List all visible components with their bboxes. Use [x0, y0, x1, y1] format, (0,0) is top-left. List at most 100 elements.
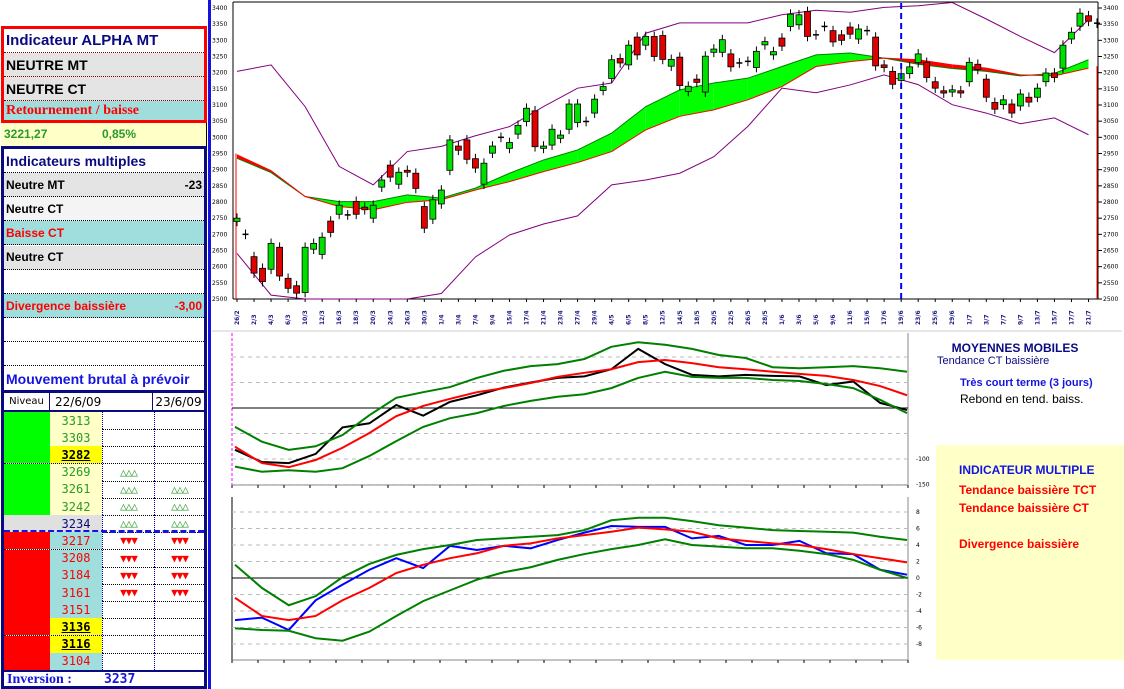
y-tick-left: 3400 [212, 5, 227, 12]
level-zone [4, 601, 50, 619]
y-tick-left: 3050 [212, 118, 227, 125]
y-tick-left: 2900 [212, 167, 227, 174]
candle-body [787, 13, 794, 27]
level-mark-d2 [154, 429, 204, 447]
candle-body [982, 78, 990, 98]
multi-row-value: -3,00 [174, 298, 202, 313]
charts-area: 2500 2500 2550 2550 2600 2600 2650 2650 2700 2700… [212, 1, 1122, 663]
candle-body [276, 246, 283, 277]
osc-multi-y-tick: -2 [916, 592, 922, 599]
x-tick-label: 11/6 [847, 310, 854, 325]
y-tick-left: 2800 [212, 199, 227, 206]
level-value: 3104 [50, 652, 102, 670]
candle-body [1042, 72, 1050, 83]
osc-multi-y-tick: -8 [916, 641, 922, 648]
level-zone [4, 532, 50, 550]
osc-ma-y-tick: -150 [916, 482, 930, 489]
x-tick-label: 21/4 [541, 310, 548, 325]
x-tick-label: 5/6 [813, 314, 820, 325]
candle-body [650, 36, 658, 57]
candle-body [906, 66, 914, 75]
alpha-mt: NEUTRE MT [4, 53, 204, 77]
candle-body [318, 236, 326, 255]
x-tick-label: 4/3 [268, 314, 275, 325]
alpha-ct: NEUTRE CT [4, 77, 204, 101]
level-row: 3242 △△△ △△△ [4, 498, 204, 516]
lower-band-line [236, 74, 1089, 300]
level-mark-d2: ▼▼▼ [154, 532, 204, 550]
x-tick-label: 17/7 [1068, 310, 1075, 325]
candle-body [625, 44, 633, 66]
x-tick-label: 17/6 [881, 310, 888, 325]
candle-body [889, 70, 897, 85]
candle-body [633, 36, 641, 56]
candle-body [855, 28, 862, 40]
level-mark-d2 [154, 446, 204, 464]
level-zone [4, 652, 50, 670]
level-row: 3282 [4, 446, 204, 465]
y-tick-left: 2500 [212, 296, 227, 303]
osc-ma-series-line [234, 347, 908, 465]
x-tick-label: 1/6 [779, 314, 786, 325]
y-tick-left: 3150 [212, 86, 227, 93]
level-value: 3151 [50, 601, 102, 619]
x-tick-label: 9/4 [489, 314, 496, 325]
level-value: 3136 [50, 618, 102, 636]
candle-body [412, 172, 420, 189]
level-row: 3269 △△△ [4, 463, 204, 482]
level-mark-d2: △△△ [154, 498, 204, 515]
multi-row-label: Neutre CT [6, 250, 64, 265]
x-tick-label: 30/3 [421, 310, 428, 325]
candle-body [931, 81, 939, 89]
im-panel: INDICATEUR MULTIPLE Tendance baissière T… [936, 445, 1124, 660]
candle-body [599, 86, 607, 91]
ma-ribbon-segment [577, 133, 612, 163]
ma-slow-line [236, 57, 1089, 211]
x-tick-label: 10/3 [302, 310, 309, 325]
candle-body [1033, 87, 1041, 98]
levels-table: Niveau 22/6/09 23/6/09 3313 3303 3282 32… [1, 390, 207, 689]
y-tick-left: 3100 [212, 102, 227, 109]
multi-row: Baisse CT [4, 221, 204, 246]
mm-trend: Tendance CT baissière [937, 355, 1050, 367]
candle-body [591, 98, 599, 114]
candle-body [838, 34, 845, 41]
multi-title: Indicateurs multiples [4, 149, 204, 173]
y-tick-left: 2750 [212, 215, 227, 222]
level-row: 3104 [4, 652, 204, 671]
candle-body [940, 90, 948, 94]
level-value: 3261 [50, 480, 102, 498]
candle-body [557, 134, 564, 139]
candle-body [335, 204, 343, 215]
candle-body [914, 53, 922, 64]
candle-body [454, 145, 462, 151]
x-tick-label: 1/4 [438, 314, 445, 325]
level-zone [4, 635, 50, 653]
level-zone [4, 429, 50, 447]
candle-body [761, 41, 769, 46]
candle-body [1008, 103, 1016, 114]
candle-body [565, 103, 573, 130]
level-value: 3313 [50, 412, 102, 429]
level-row: 3234 △△△ △△△ [4, 515, 204, 534]
level-value: 3208 [50, 549, 102, 567]
y-tick-left: 3350 [212, 21, 227, 28]
level-mark-d1 [102, 412, 154, 429]
candle-body [684, 85, 692, 92]
candle-body [403, 169, 411, 173]
y-tick-right: 2850 [1103, 183, 1118, 190]
osc-ma-series-line [234, 341, 908, 451]
y-tick-right: 2950 [1103, 151, 1118, 158]
candle-body [574, 103, 581, 123]
y-tick-left: 2650 [212, 248, 227, 255]
candle-body [233, 217, 241, 222]
candle-body [284, 277, 292, 289]
x-tick-label: 26/2 [234, 310, 241, 325]
level-mark-d1: ▼▼▼ [102, 549, 154, 567]
level-row: 3161 ▼▼▼ ▼▼▼ [4, 584, 204, 602]
candle-body [531, 110, 539, 148]
y-tick-right: 3350 [1103, 21, 1118, 28]
level-value: 3269 [50, 463, 102, 481]
im-lines: Tendance baissière TCT Tendance baissièr… [959, 481, 1096, 553]
y-tick-left: 2850 [212, 183, 227, 190]
